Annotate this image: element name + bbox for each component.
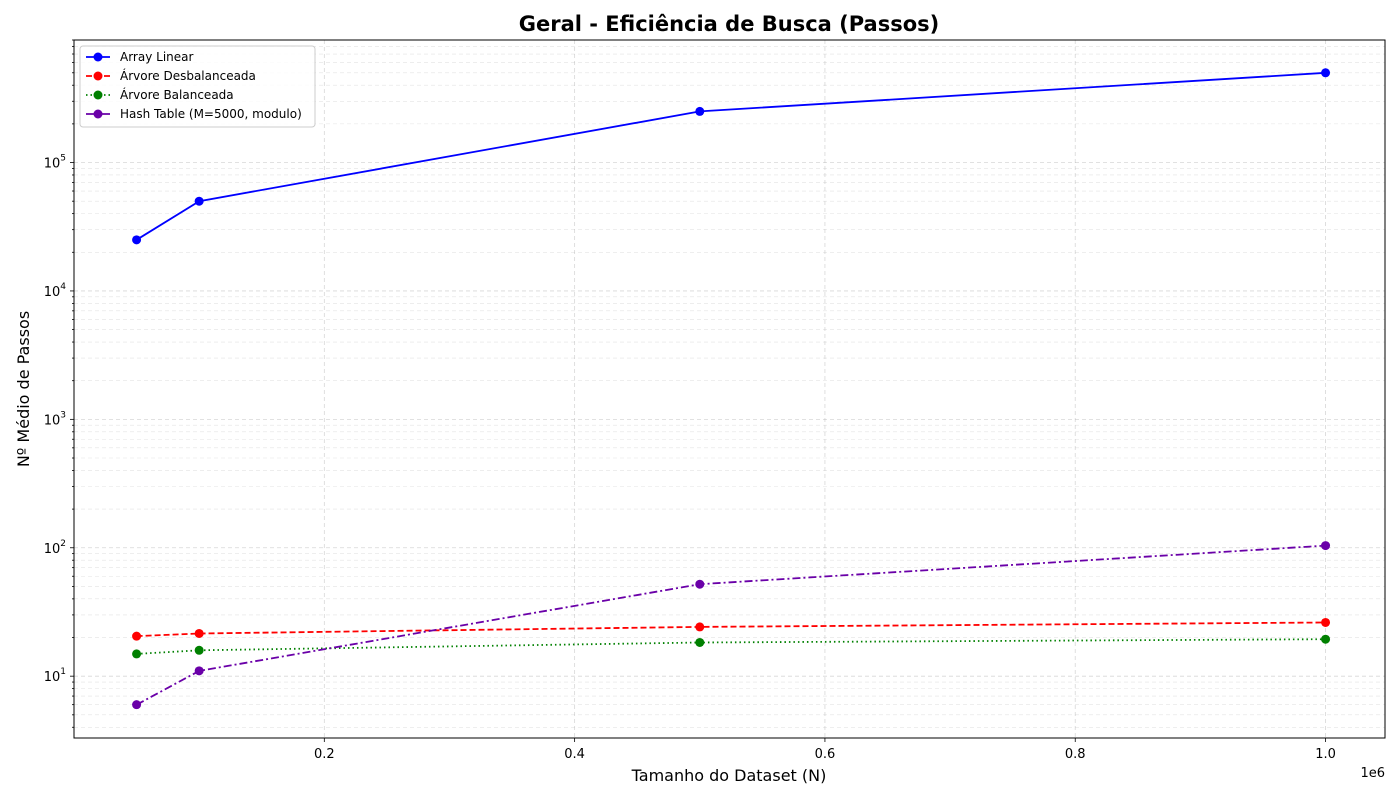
legend-marker bbox=[93, 90, 103, 100]
data-point bbox=[194, 645, 204, 655]
y-tick-label: 103 bbox=[44, 410, 66, 428]
series-line bbox=[136, 544, 1326, 706]
data-point bbox=[194, 196, 204, 206]
grid-layer bbox=[74, 39, 1385, 738]
chart-title: Geral - Eficiência de Busca (Passos) bbox=[519, 12, 940, 36]
data-point bbox=[1321, 68, 1331, 78]
x-tick-label: 1.0 bbox=[1315, 747, 1336, 762]
data-point bbox=[695, 106, 705, 116]
data-point bbox=[695, 579, 705, 589]
series-3 bbox=[132, 541, 1331, 710]
data-point bbox=[1321, 634, 1331, 644]
legend-label: Hash Table (M=5000, modulo) bbox=[120, 107, 302, 121]
y-tick-label: 102 bbox=[44, 539, 66, 557]
series-line bbox=[136, 71, 1326, 241]
data-point bbox=[194, 628, 204, 638]
legend-marker bbox=[93, 71, 103, 81]
data-point bbox=[695, 622, 705, 632]
x-tick-label: 0.2 bbox=[314, 747, 335, 762]
x-axis-offset-label: 1e6 bbox=[1360, 766, 1385, 781]
legend-box bbox=[79, 45, 316, 128]
legend-marker bbox=[93, 109, 103, 119]
x-tick-label: 0.8 bbox=[1065, 747, 1086, 762]
series-0 bbox=[132, 68, 1331, 245]
legend-label: Array Linear bbox=[120, 50, 193, 64]
legend-marker bbox=[93, 52, 103, 62]
x-tick-label: 0.4 bbox=[564, 747, 585, 762]
data-point bbox=[1321, 541, 1331, 551]
plot-frame bbox=[73, 39, 1386, 739]
x-axis-label: Tamanho do Dataset (N) bbox=[631, 766, 827, 785]
legend: Array Linear Árvore Desbalanceada Árvore B… bbox=[79, 45, 316, 128]
data-point bbox=[132, 649, 142, 659]
data-point bbox=[695, 637, 705, 647]
series-line bbox=[136, 621, 1326, 637]
y-tick-label: 104 bbox=[44, 282, 67, 300]
axes-layer: 101 102 103 104 105 0.2 0.4 0.6 0.8 1.0 bbox=[44, 39, 1386, 762]
series-layer bbox=[132, 68, 1331, 710]
y-tick-label: 105 bbox=[44, 154, 66, 172]
data-point bbox=[132, 631, 142, 641]
series-2 bbox=[132, 634, 1331, 659]
data-point bbox=[132, 700, 142, 710]
legend-label: Árvore Balanceada bbox=[120, 87, 234, 102]
data-point bbox=[194, 666, 204, 676]
x-tick-label: 0.6 bbox=[815, 747, 836, 762]
y-tick-label: 101 bbox=[44, 667, 66, 685]
data-point bbox=[132, 235, 142, 245]
legend-label: Árvore Desbalanceada bbox=[120, 68, 256, 83]
y-axis-label: Nº Médio de Passos bbox=[14, 311, 33, 467]
data-point bbox=[1321, 617, 1331, 627]
series-1 bbox=[132, 617, 1331, 641]
